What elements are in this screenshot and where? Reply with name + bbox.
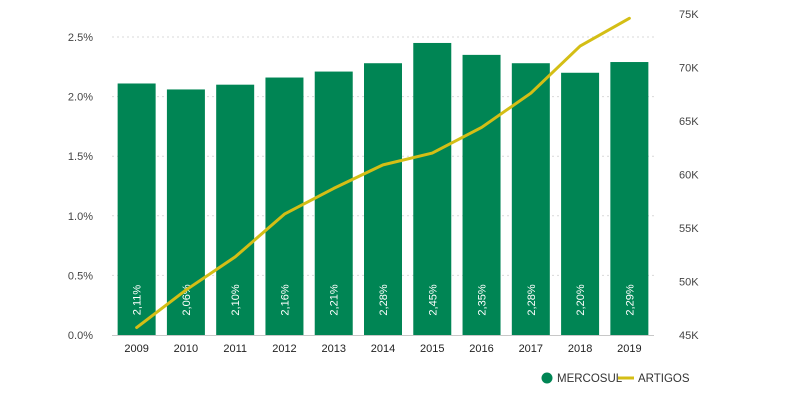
line-artigos [135,16,631,330]
bar-data-label: 2,20% [575,284,587,315]
bar [610,62,649,335]
x-tick-label: 2017 [519,343,543,355]
y-right-tick-label: 55K [679,223,699,235]
bar [511,63,550,335]
x-tick-label: 2016 [469,343,493,355]
x-tick-label: 2015 [420,343,444,355]
x-tick-label: 2018 [568,343,592,355]
bar [413,42,452,336]
y-left-tick-label: 2.0% [68,92,93,104]
x-tick-label: 2013 [321,343,345,355]
bar-data-label: 2,10% [230,284,242,315]
bar-data-label: 2,16% [279,284,291,315]
y-right-tick-label: 50K [679,277,699,289]
legend-marker-mercosul [541,372,553,384]
axes: 0.0% 0.5% 1.0% 1.5% 2.0% 2.5% 45K 50K 55K 60K 65K 7… [68,9,699,355]
bar-data-label: 2,45% [427,284,439,315]
bar-data-label: 2,28% [526,284,538,315]
bar [314,71,353,336]
bar-data-label: 2,21% [329,284,341,315]
x-tick-label: 2010 [174,343,198,355]
bar [462,54,501,335]
legend-label-mercosul: MERCOSUL [557,373,623,385]
y-right-tick-label: 70K [679,63,699,75]
bar [364,63,402,335]
bar-data-label: 2,29% [624,284,636,315]
y-left-tick-label: 0.0% [68,330,93,342]
y-left-tick-label: 1.5% [68,151,93,163]
x-tick-label: 2012 [272,343,296,355]
y-right-tick-label: 65K [679,116,699,128]
bar [561,72,600,335]
bar-series: 2,11% 2,06% 2,10% 2,16% 2,21% 2,28% 2,45% 2,35%… [117,42,649,336]
legend-label-artigos: ARTIGOS [638,373,690,385]
y-left-tick-label: 1.0% [68,211,93,223]
y-left-tick-label: 2.5% [68,32,93,44]
x-tick-label: 2009 [124,343,148,355]
y-right-tick-label: 75K [679,9,699,21]
bar [216,84,255,336]
y-right-tick-label: 45K [679,330,699,342]
bar [117,83,156,335]
x-tick-label: 2019 [617,343,641,355]
bar [166,89,205,335]
bar-data-label: 2,28% [378,284,390,315]
line-series [135,16,631,330]
y-right-tick-label: 60K [679,170,699,182]
legend: MERCOSUL ARTIGOS [541,372,690,385]
bar-data-label: 2,35% [477,284,489,315]
bar-data-label: 2,11% [132,285,144,316]
x-tick-label: 2011 [223,343,247,355]
x-tick-label: 2014 [371,343,395,355]
y-left-tick-label: 0.5% [68,270,93,282]
